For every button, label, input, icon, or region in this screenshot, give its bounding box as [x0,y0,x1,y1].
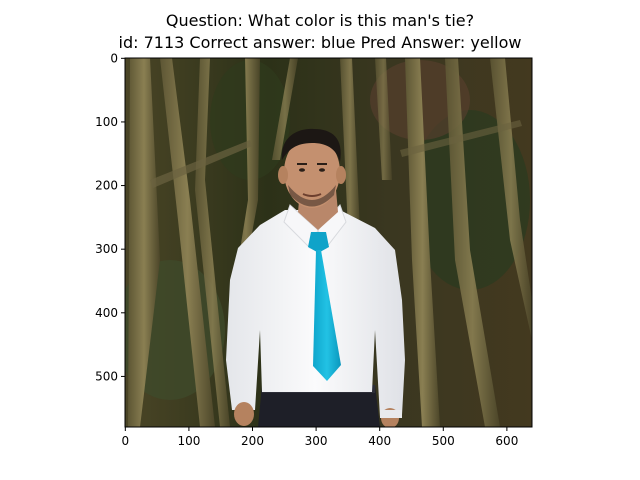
x-tick-label: 500 [432,434,455,448]
y-tick-label: 200 [95,179,118,193]
y-tick-label: 0 [110,51,118,65]
y-tick-label: 500 [95,369,118,383]
x-tick-label: 100 [177,434,200,448]
tree-trunks [128,58,532,427]
axes-frame [124,57,533,428]
y-tick-label: 300 [95,242,118,256]
y-axis-ticks: 0 100 200 300 400 500 [95,51,125,383]
y-tick-label: 400 [95,306,118,320]
plot-title-line-2: id: 7113 Correct answer: blue Pred Answe… [118,33,522,52]
x-tick-label: 300 [305,434,328,448]
x-tick-label: 200 [241,434,264,448]
x-tick-label: 400 [368,434,391,448]
man-figure [226,128,405,427]
x-tick-label: 600 [495,434,518,448]
x-tick-label: 0 [121,434,129,448]
photo-image [125,58,532,427]
plot-title-line-1: Question: What color is this man's tie? [165,11,475,30]
y-tick-label: 100 [95,115,118,129]
x-axis-ticks: 0 100 200 300 400 500 600 [121,427,518,448]
